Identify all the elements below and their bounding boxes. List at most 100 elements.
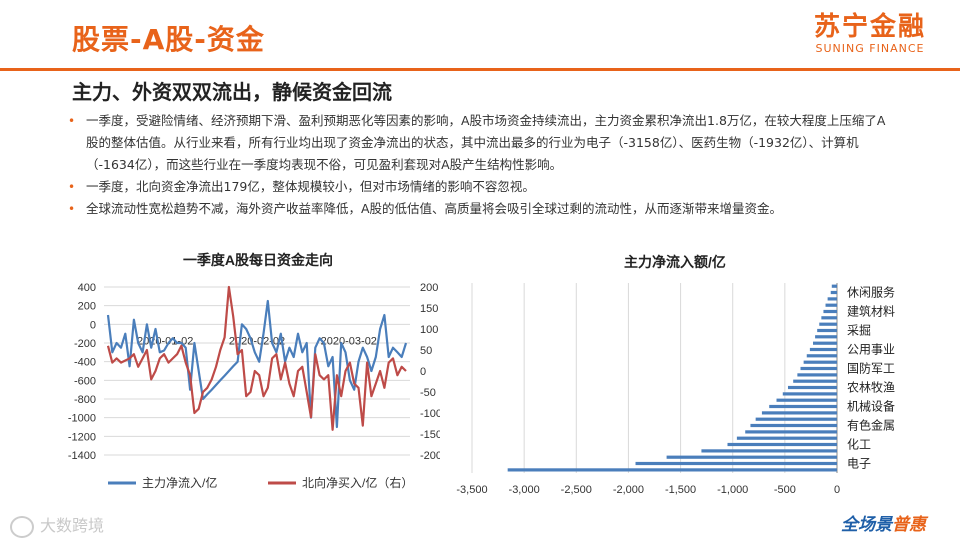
- bar: [830, 290, 838, 295]
- footer-slogan: 全场景普惠: [841, 510, 926, 535]
- category-label: 国防军工: [847, 361, 895, 376]
- bar: [797, 373, 837, 377]
- bar: [787, 385, 837, 390]
- x-tick-label: -2,500: [561, 484, 592, 496]
- bar: [827, 297, 838, 301]
- bullet-item: • 一季度，北向资金净流出179亿，整体规模较小，但对市场情绪的影响不容忽视。: [68, 176, 896, 198]
- logo-en-text: SUNING FINANCE: [815, 42, 925, 55]
- bullet-text: 一季度，北向资金净流出179亿，整体规模较小，但对市场情绪的影响不容忽视。: [86, 179, 535, 194]
- bar: [825, 303, 838, 307]
- bullet-item: • 全球流动性宽松趋势不减，海外资产收益率降低，A股的低估值、高质量将会吸引全球过…: [68, 198, 896, 220]
- page-title: 股票-A股-资金: [72, 23, 265, 56]
- slogan-accent: 普惠: [892, 515, 926, 535]
- daily-flow-chart-svg: 一季度A股每日资金走向 4002000-200-400-600-800-1000…: [68, 252, 442, 490]
- bar: [819, 322, 837, 326]
- bar: [507, 468, 837, 472]
- bar: [823, 309, 838, 314]
- y-right-tick-label: 200: [420, 282, 438, 294]
- category-label: 休闲服务: [847, 285, 895, 300]
- bar: [831, 284, 837, 288]
- bullet-dot-icon: •: [68, 180, 76, 194]
- bar: [776, 398, 838, 402]
- y-left-tick-label: -800: [74, 394, 96, 406]
- bar: [782, 392, 837, 396]
- y-right-tick-label: -100: [420, 408, 440, 420]
- y-right-tick-label: 0: [420, 366, 426, 378]
- y-right-tick-label: 50: [420, 345, 432, 357]
- bar: [815, 335, 837, 339]
- bar: [793, 379, 837, 383]
- bar: [800, 366, 837, 371]
- category-label: 化工: [847, 438, 871, 452]
- bar: [727, 442, 837, 447]
- y-left-tick-label: 200: [78, 301, 96, 313]
- x-tick-label: -2,000: [613, 484, 644, 496]
- legend-label: 主力净流入/亿: [142, 475, 217, 490]
- bullet-dot-icon: •: [68, 202, 76, 216]
- bar: [769, 404, 838, 409]
- bar-chart-title: 主力净流入额/亿: [624, 254, 726, 270]
- section-subtitle: 主力、外资双双流出，静候资金回流: [72, 80, 392, 104]
- bar: [817, 328, 837, 333]
- bar: [821, 316, 837, 320]
- bullet-text: 一季度，受避险情绪、经济预期下滑、盈利预期恶化等因素的影响，A股市场资金持续流出…: [86, 113, 886, 172]
- x-tick-label: 2020-03-02: [321, 335, 377, 347]
- daily-flow-chart: 一季度A股每日资金走向 400 200 0 -200 -400 -600 -800 -1000…: [40, 245, 442, 500]
- slogan-main: 全场景: [841, 515, 892, 535]
- bar: [806, 354, 837, 358]
- x-tick-label: -1,500: [665, 484, 696, 496]
- y-right-tick-label: 150: [420, 303, 438, 315]
- bar: [755, 417, 837, 421]
- y-left-tick-label: 400: [78, 282, 96, 294]
- bar: [701, 449, 838, 453]
- bar: [750, 423, 838, 428]
- y-right-tick-label: 100: [420, 324, 438, 336]
- watermark-logo-icon: [10, 515, 34, 538]
- y-left-tick-label: -200: [74, 338, 96, 350]
- x-tick-label: -3,000: [509, 484, 540, 496]
- sector-flow-chart-svg: 主力净流入额/亿 -3,500 -3,000 -2,500 -2,000 -1,500 -…: [456, 254, 895, 496]
- x-tick-label: -1,000: [717, 484, 748, 496]
- category-label: 采掘: [847, 323, 871, 338]
- y-right-tick-label: -50: [420, 387, 436, 399]
- category-label: 建筑材料: [847, 304, 895, 319]
- y-left-tick-label: 0: [90, 319, 96, 331]
- y-right-tick-label: -200: [420, 450, 440, 462]
- watermark: 大数跨境: [10, 512, 104, 538]
- bullet-item: • 一季度，受避险情绪、经济预期下滑、盈利预期恶化等因素的影响，A股市场资金持续流…: [68, 110, 896, 176]
- bullet-text: 全球流动性宽松趋势不减，海外资产收益率降低，A股的低估值、高质量将会吸引全球过剩…: [86, 201, 783, 216]
- bar: [761, 411, 838, 415]
- logo-cn-text: 苏宁金融: [813, 12, 926, 42]
- bar: [809, 347, 837, 352]
- category-label: 机械设备: [847, 399, 895, 414]
- bar: [745, 430, 838, 434]
- series-line: [106, 285, 407, 431]
- category-label: 有色金属: [847, 418, 895, 433]
- y-left-tick-label: -1000: [68, 413, 96, 425]
- category-label: 农林牧渔: [847, 381, 895, 395]
- y-left-tick-label: -600: [74, 375, 96, 387]
- y-right-tick-label: -150: [420, 429, 440, 441]
- category-label: 电子: [847, 457, 871, 471]
- bullet-dot-icon: •: [68, 114, 76, 128]
- series-line: [106, 299, 408, 429]
- slide-header: 股票-A股-资金 苏宁金融 SUNING FINANCE: [0, 0, 960, 70]
- bar: [666, 455, 837, 459]
- header-divider: [0, 68, 960, 71]
- y-left-tick-label: -400: [74, 357, 96, 369]
- watermark-text: 大数跨境: [40, 516, 105, 535]
- y-left-tick-label: -1200: [68, 431, 96, 443]
- bar: [736, 436, 837, 440]
- y-left-tick-label: -1400: [68, 450, 96, 462]
- sector-flow-chart: 主力净流入额/亿 -3,500 -3,000 -2,500 -2,000 -1,500 -…: [440, 245, 920, 500]
- line-chart-title: 一季度A股每日资金走向: [183, 252, 333, 268]
- bar: [813, 341, 838, 345]
- category-label: 公用事业: [847, 343, 895, 357]
- x-tick-label: -500: [774, 484, 796, 496]
- bar: [803, 360, 838, 364]
- x-tick-label: -3,500: [456, 484, 487, 496]
- bar: [635, 461, 838, 466]
- bullet-list: • 一季度，受避险情绪、经济预期下滑、盈利预期恶化等因素的影响，A股市场资金持续流…: [68, 110, 896, 220]
- brand-logo: 苏宁金融 SUNING FINANCE: [814, 12, 926, 56]
- legend-label: 北向净买入/亿（右）: [302, 475, 413, 490]
